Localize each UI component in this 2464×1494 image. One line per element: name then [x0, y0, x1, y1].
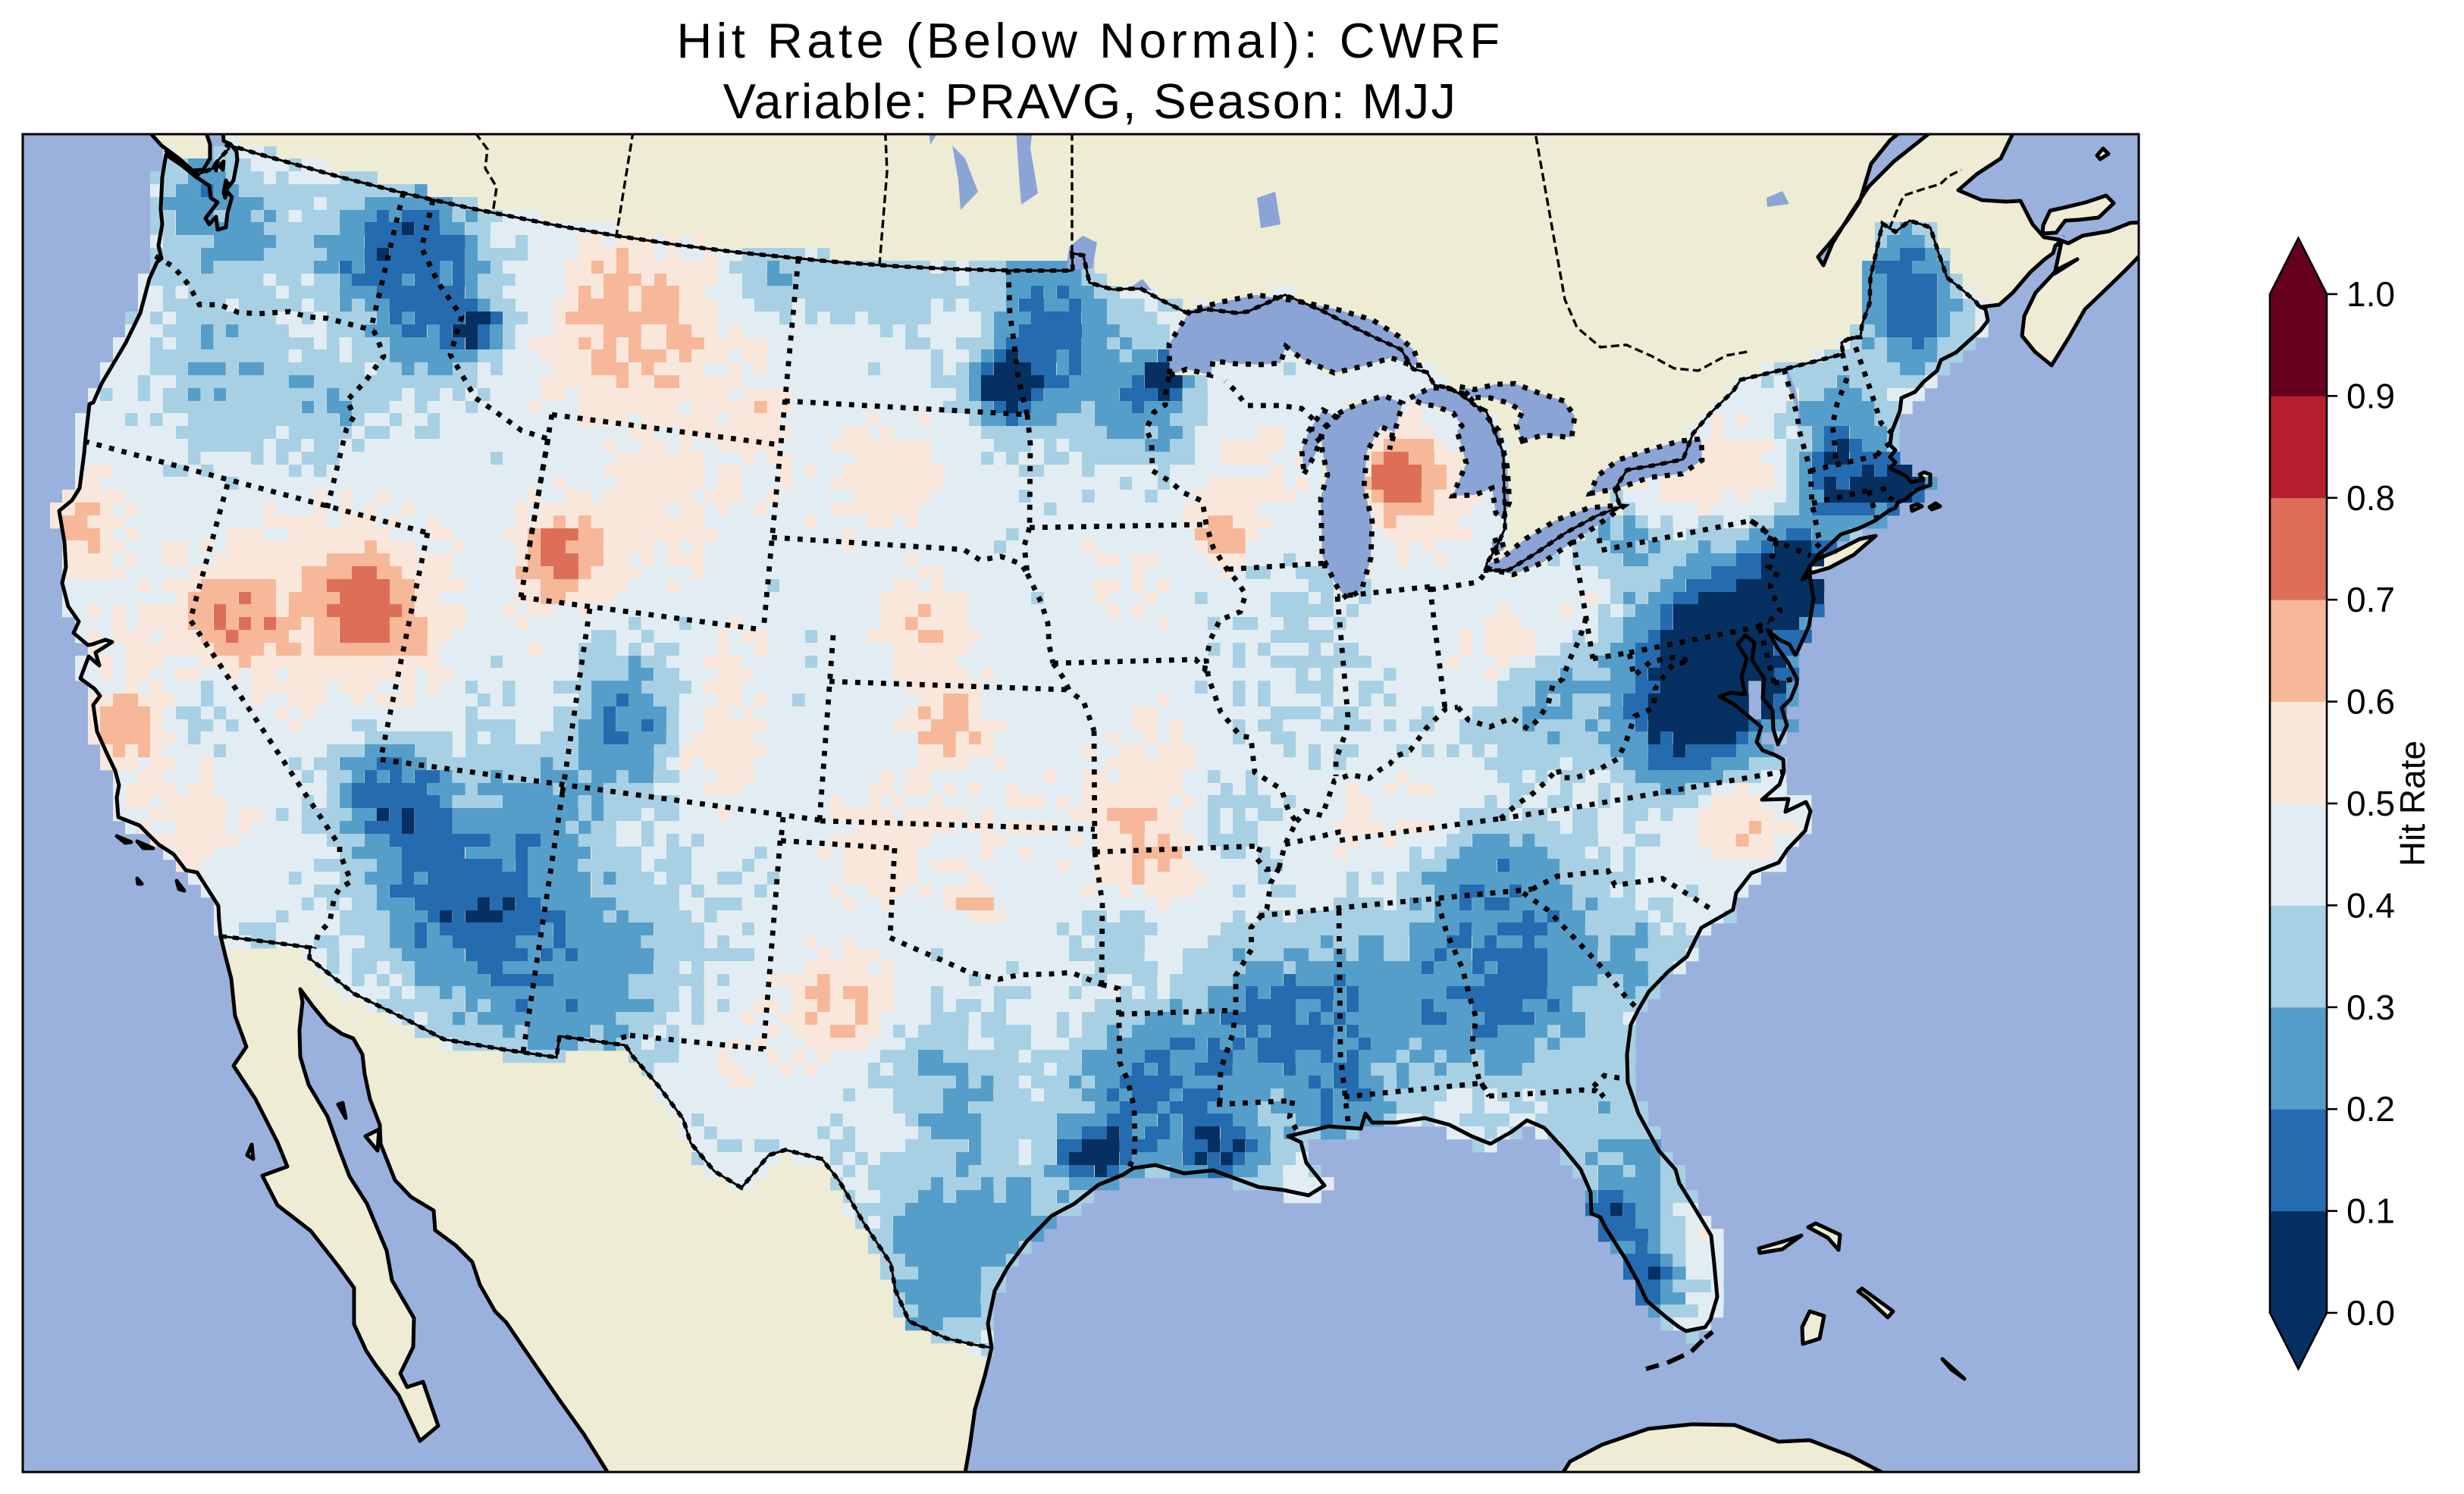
svg-text:0.7: 0.7 — [2346, 580, 2395, 619]
svg-text:0.6: 0.6 — [2346, 682, 2395, 722]
svg-text:Variable: PRAVG, Season: MJJ: Variable: PRAVG, Season: MJJ — [723, 74, 1458, 129]
svg-text:0.0: 0.0 — [2346, 1293, 2395, 1333]
svg-text:0.9: 0.9 — [2346, 376, 2395, 415]
svg-text:0.8: 0.8 — [2346, 478, 2395, 518]
svg-text:0.1: 0.1 — [2346, 1192, 2395, 1231]
svg-text:1.0: 1.0 — [2346, 274, 2395, 314]
svg-text:Hit Rate (Below Normal): CWRF: Hit Rate (Below Normal): CWRF — [676, 13, 1503, 68]
svg-text:0.5: 0.5 — [2346, 784, 2395, 823]
svg-text:0.2: 0.2 — [2346, 1089, 2395, 1129]
svg-text:Hit Rate: Hit Rate — [2393, 741, 2432, 866]
svg-text:0.3: 0.3 — [2346, 988, 2395, 1027]
svg-text:0.4: 0.4 — [2346, 885, 2395, 925]
